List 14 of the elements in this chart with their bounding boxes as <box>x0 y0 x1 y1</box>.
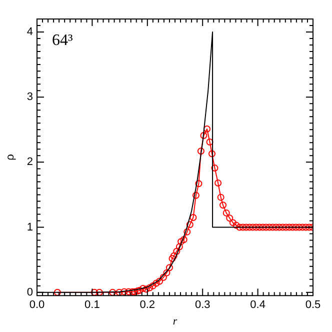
x-tick-label: 0.3 <box>194 299 210 312</box>
y-tick-label: 1 <box>26 221 33 234</box>
y-tick-label: 2 <box>26 156 33 168</box>
x-tick-label: 0.0 <box>29 299 45 312</box>
annotation: 64³ <box>52 32 73 50</box>
x-axis-title: r <box>172 315 178 328</box>
y-tick-label: 3 <box>26 91 33 104</box>
x-tick-label: 0.1 <box>84 299 100 312</box>
x-tick-label: 0.4 <box>250 299 266 312</box>
y-tick-label: 4 <box>26 26 33 38</box>
x-tick-label: 0.5 <box>305 299 321 312</box>
y-axis-title: ρ <box>4 154 17 160</box>
y-tick-label: 0 <box>26 286 33 298</box>
x-tick-label: 0.2 <box>140 299 156 312</box>
